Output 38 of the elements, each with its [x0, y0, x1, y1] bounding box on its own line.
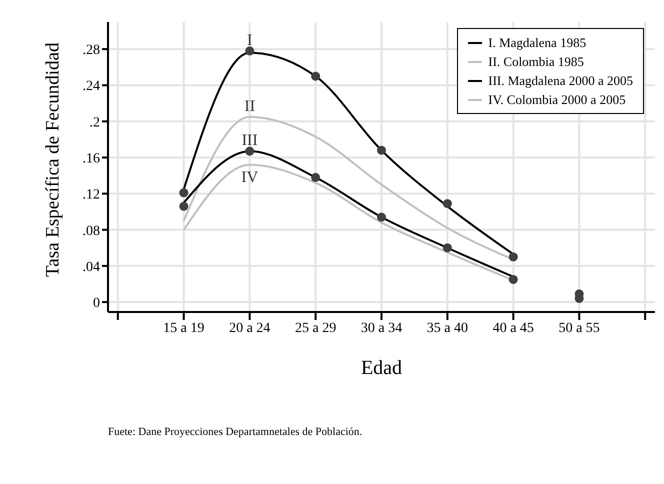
- y-tick-label: .04: [82, 260, 100, 275]
- point: [311, 172, 320, 182]
- x-tick-label: 25 a 29: [294, 320, 336, 336]
- annotation: II: [244, 98, 256, 115]
- point: [442, 199, 452, 208]
- x-tick-label: 35 a 40: [426, 320, 468, 336]
- point: [508, 252, 518, 262]
- annotation: III: [242, 132, 258, 150]
- point: [179, 188, 188, 198]
- x-tick-label: 15 a 19: [163, 320, 204, 336]
- x-tick-label: 50 a 55: [558, 320, 600, 336]
- point: [376, 146, 386, 155]
- point: [179, 202, 188, 211]
- point: [311, 72, 320, 81]
- annotation: IV: [241, 169, 259, 186]
- point: [376, 212, 386, 222]
- legend-label: IV. Colombia 2000 a 2005: [488, 91, 626, 109]
- annotation: I: [247, 32, 252, 49]
- x-tick-label: 20 a 24: [229, 320, 270, 336]
- y-tick-label: .16: [82, 151, 100, 166]
- point: [442, 243, 452, 252]
- y-tick-label: 0: [93, 296, 100, 312]
- point: [245, 46, 254, 56]
- x-tick-label: 40 a 45: [492, 320, 534, 336]
- legend-label: I. Magdalena 1985: [488, 34, 586, 52]
- y-tick-label: .24: [82, 79, 100, 94]
- y-tick-label: .2: [90, 115, 100, 130]
- x-tick-label: 30 a 34: [360, 320, 402, 336]
- y-tick-label: .12: [82, 188, 100, 203]
- text: Fuete: Dane Proyecciones Departamnetales de Población.: [108, 426, 362, 438]
- legend-label: III. Magdalena 2000 a 2005: [488, 72, 633, 90]
- y-tick-label: .28: [82, 43, 100, 58]
- point: [245, 146, 254, 156]
- y-axis-title: Tasa Específica de Fecundidad: [42, 42, 64, 277]
- legend-label: II. Colombia 1985: [488, 53, 584, 71]
- x-axis-title: Edad: [360, 357, 402, 379]
- point: [508, 274, 518, 284]
- y-tick-label: .08: [82, 224, 100, 239]
